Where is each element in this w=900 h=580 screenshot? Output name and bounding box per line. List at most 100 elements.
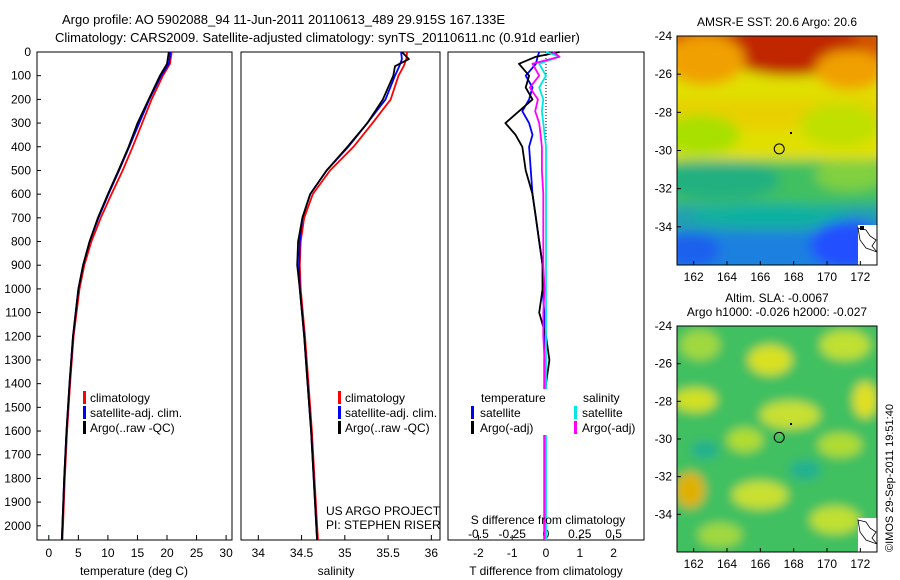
x-tick-label: 0: [45, 546, 52, 560]
y-tick-label: 1500: [4, 400, 31, 414]
difference-series: [504, 51, 561, 540]
salinity-legend: climatology satellite-adj. clim. Argo(..…: [338, 391, 437, 435]
y-tick-label: 700: [11, 211, 31, 225]
x-tick-label: -1: [507, 546, 518, 560]
y-tick-label: 1700: [4, 448, 31, 462]
legend-swatch-temp-argo: [471, 421, 474, 434]
legend-background: [468, 389, 548, 435]
sla-float-dot: [790, 423, 792, 425]
y-tick-label: 1900: [4, 495, 31, 509]
map-y-tick-label: -32: [655, 470, 673, 484]
map-y-tick-label: -32: [655, 182, 673, 196]
series-line-0: [298, 51, 408, 541]
y-tick-label: 500: [11, 163, 31, 177]
legend-swatch-climatology: [83, 391, 86, 404]
legend-label-argo: Argo(..raw -QC): [345, 421, 430, 435]
difference-x-label: T difference from climatology: [469, 564, 623, 578]
x-tick-label: 5: [75, 546, 82, 560]
y-tick-label: 800: [11, 235, 31, 249]
x-tick-label: 20: [160, 546, 174, 560]
x-tick-label: 34.5: [290, 546, 314, 560]
y-tick-label: 1100: [5, 306, 31, 320]
legend-label-argo: Argo(..raw -QC): [90, 421, 175, 435]
x-tick-label: -2: [473, 546, 484, 560]
y-tick-label: 1600: [4, 424, 31, 438]
x-tick-label-salinity: 0.25: [568, 527, 592, 541]
x-tick-label: 2: [610, 546, 617, 560]
map-x-tick-label: 162: [684, 557, 704, 571]
sst-map-title: AMSR-E SST: 20.6 Argo: 20.6: [697, 15, 857, 29]
series-line-2: [60, 51, 170, 541]
legend-label-climatology: climatology: [90, 391, 150, 405]
legend-swatch-climatology: [338, 391, 341, 404]
legend-label-temp-satellite: satellite: [480, 406, 521, 420]
y-tick-label: 600: [11, 187, 31, 201]
map-y-tick-label: -26: [655, 67, 673, 81]
x-tick-label: 10: [101, 546, 115, 560]
map-y-tick-label: -24: [655, 29, 673, 43]
series-line-1: [504, 51, 560, 540]
map-x-tick-label: 170: [817, 270, 837, 284]
legend-swatch-temp-satellite: [471, 406, 474, 419]
map-y-tick-label: -28: [655, 394, 673, 408]
x-tick-label-salinity: 0.5: [605, 527, 622, 541]
map-y-tick-label: -26: [655, 357, 673, 371]
y-tick-label: 900: [11, 258, 31, 272]
temperature-series: [60, 51, 173, 541]
legend-swatch-satellite: [338, 406, 341, 419]
header-line-1: Argo profile: AO 5902088_94 11-Jun-2011 …: [62, 12, 505, 27]
legend-label-climatology: climatology: [345, 391, 405, 405]
y-tick-label: 1300: [4, 353, 31, 367]
map-y-tick-label: -28: [655, 105, 673, 119]
map-x-tick-label: 168: [784, 557, 804, 571]
sst-map-x-axis: 162 164 166 168 170 172: [684, 261, 871, 284]
difference-x-label-salinity: S difference from climatology: [471, 513, 626, 527]
salinity-panel-frame: [240, 51, 441, 541]
sst-float-dot: [790, 132, 792, 134]
series-line-3: [528, 51, 561, 540]
legend-label-satellite: satellite-adj. clim.: [90, 406, 182, 420]
legend-swatch-sal-satellite: [574, 406, 577, 419]
map-y-tick-label: -30: [655, 432, 673, 446]
header-line-2: Climatology: CARS2009. Satellite-adjuste…: [55, 30, 580, 45]
y-tick-label: 300: [11, 116, 31, 130]
map-x-tick-label: 168: [784, 270, 804, 284]
temperature-y-axis: 0 100 200 300 400 500 600 700 800 900 1000 1100 1200…: [4, 45, 41, 533]
legend-header-temperature: temperature: [481, 391, 546, 405]
sla-map-x-axis: 162 164 166 168 170 172: [684, 548, 871, 571]
x-tick-label: 30: [219, 546, 233, 560]
y-tick-label: 1400: [4, 377, 31, 391]
pi-annotation: PI: STEPHEN RISER: [326, 518, 441, 532]
map-x-tick-label: 164: [717, 270, 737, 284]
sla-map: [677, 326, 877, 552]
x-tick-label: 34: [252, 546, 266, 560]
x-tick-label: 36: [425, 546, 439, 560]
x-tick-label: 35.5: [376, 546, 400, 560]
legend-label-sal-argo: Argo(-adj): [582, 421, 635, 435]
map-x-tick-label: 166: [750, 270, 770, 284]
y-tick-label: 2000: [4, 519, 31, 533]
legend-label-satellite: satellite-adj. clim.: [345, 406, 437, 420]
map-x-tick-label: 172: [850, 557, 870, 571]
x-tick-label: 35: [338, 546, 352, 560]
x-tick-label-salinity: -0.5: [468, 527, 489, 541]
legend-swatch-argo: [83, 421, 86, 434]
map-x-tick-label: 162: [684, 270, 704, 284]
y-tick-label: 1800: [4, 471, 31, 485]
legend-swatch-argo: [338, 421, 341, 434]
map-y-tick-label: -30: [655, 144, 673, 158]
sla-map-y-axis: -24 -26 -28 -30 -32 -34: [655, 319, 681, 521]
legend-header-salinity: salinity: [583, 391, 620, 405]
sst-map-y-axis: -24 -26 -28 -30 -32 -34: [655, 29, 681, 234]
y-tick-label: 400: [11, 140, 31, 154]
x-tick-label: 25: [190, 546, 204, 560]
x-tick-label: 0: [543, 546, 550, 560]
legend-swatch-sal-argo: [574, 421, 577, 434]
timestamp-stamp: ©IMOS 29-Sep-2011 19:51:40: [884, 404, 896, 552]
sst-map: [677, 36, 877, 265]
map-x-tick-label: 164: [717, 557, 737, 571]
map-y-tick-label: -24: [655, 319, 673, 333]
salinity-x-axis: 34 34.5 35 35.5 36: [252, 535, 439, 560]
salinity-x-label: salinity: [318, 564, 355, 578]
map-x-tick-label: 166: [750, 557, 770, 571]
